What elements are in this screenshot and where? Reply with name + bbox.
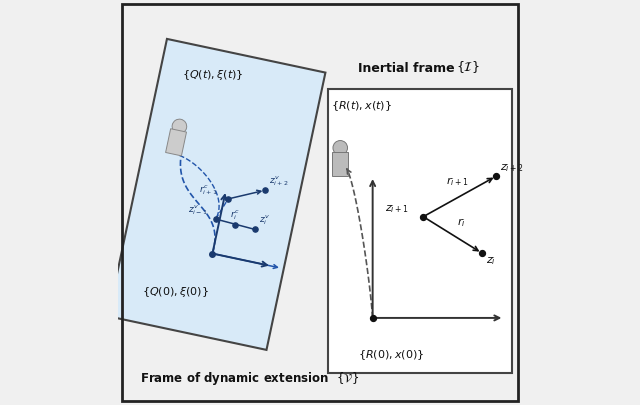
Text: $r_i$: $r_i$ [458,216,466,229]
Point [230,222,240,228]
Text: Frame of dynamic extension  $\{\mathcal{V}\}$: Frame of dynamic extension $\{\mathcal{V… [140,370,359,387]
Circle shape [333,141,348,155]
Point [223,196,234,202]
Point [260,187,270,194]
Text: $\{R(0), x(0)\}$: $\{R(0), x(0)\}$ [358,349,425,362]
Text: $z_{i+2}^v$: $z_{i+2}^v$ [269,175,289,188]
Point [491,173,501,179]
Text: $r_{i+1}$: $r_{i+1}$ [447,175,469,188]
Text: $\{\mathcal{I}\}$: $\{\mathcal{I}\}$ [456,59,479,75]
FancyBboxPatch shape [108,39,325,350]
Text: $z_i^v$: $z_i^v$ [259,214,270,227]
FancyBboxPatch shape [328,89,513,373]
Text: $r_{i+1}^c$: $r_{i+1}^c$ [200,183,218,197]
Point [250,226,260,232]
Text: $\{R(t), x(t)\}$: $\{R(t), x(t)\}$ [332,100,392,113]
Bar [166,129,186,156]
Text: $z_{i+1}$: $z_{i+1}$ [385,203,409,215]
Text: $z_{i-1}^v$: $z_{i-1}^v$ [188,203,207,217]
Text: $z_{i+2}$: $z_{i+2}$ [500,162,524,174]
Text: Inertial frame: Inertial frame [358,62,455,75]
Circle shape [172,119,187,134]
Bar [332,152,348,176]
Point [418,213,428,220]
Point [367,315,378,321]
Text: $\{Q(0), \xi(0)\}$: $\{Q(0), \xi(0)\}$ [142,286,209,299]
Text: $r_i^c$: $r_i^c$ [230,209,240,222]
Text: $\{Q(t), \xi(t)\}$: $\{Q(t), \xi(t)\}$ [182,68,244,82]
Point [207,250,218,257]
Text: $z_i$: $z_i$ [486,255,496,267]
Point [211,216,221,222]
Point [477,250,487,256]
